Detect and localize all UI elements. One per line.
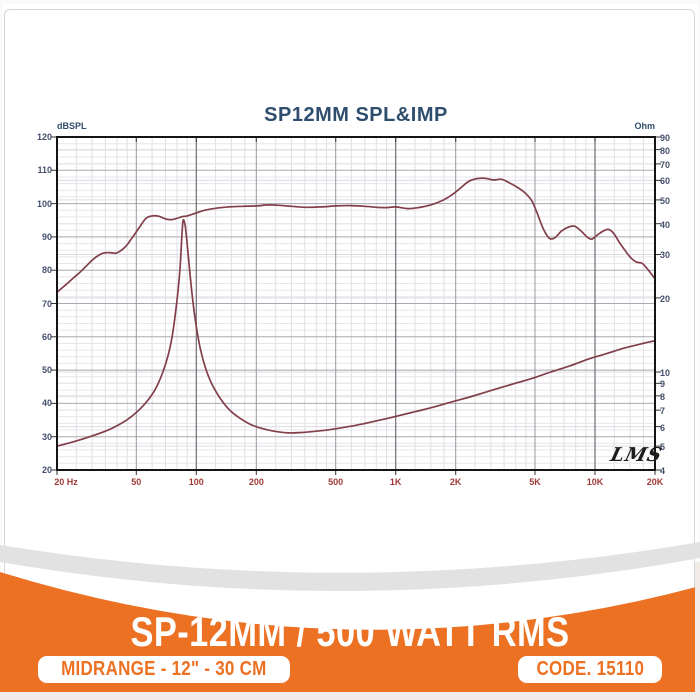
tick-label: 1K [389,477,402,487]
tick-label: 40 [660,219,671,230]
tick-label: 2K [449,477,462,487]
tick-label: 20 [660,293,671,304]
tick-label: 100 [188,477,204,487]
tick-label: 90 [660,133,671,143]
tick-label: 20 Hz [54,477,78,487]
tick-label: 7 [660,406,666,417]
tick-label: 20 [41,465,52,475]
spl-curve [57,177,655,293]
tick-label: 120 [36,132,52,142]
tick-label: 4 [660,466,666,476]
tick-label: 80 [660,145,671,156]
spl-impedance-plot [51,136,661,475]
tick-label: 50 [41,365,52,376]
bottom-edge-strip [0,692,700,700]
midrange-badge-label: MIDRANGE - 12" - 30 CM [61,658,267,680]
tick-label: 80 [41,265,52,276]
tick-label: 200 [248,477,264,487]
tick-label: 500 [328,477,344,487]
right-edge-strip [695,562,700,700]
right-axis-unit-label: Ohm [634,121,655,131]
swoosh-gray-arc [0,542,700,592]
tick-label: 5K [529,477,541,487]
tick-label: 6 [660,422,666,433]
lms-watermark: LMS [608,444,665,466]
tick-label: 50 [131,477,142,487]
tick-label: 70 [660,159,671,170]
banner-title: SP-12MM / 500 WATT RMS [130,608,570,655]
code-badge: CODE. 15110 [518,656,662,683]
tick-label: 30 [660,250,671,261]
code-badge-label: CODE. 15110 [536,658,644,680]
tick-label: 50 [660,195,671,206]
tick-label: 100 [36,198,52,209]
tick-label: 60 [660,176,671,187]
tick-label: 8 [660,391,666,402]
tick-label: 30 [41,431,52,442]
tick-label: 70 [41,298,52,309]
impedance-curve [57,218,655,447]
tick-label: 40 [41,398,52,409]
chart-title: SP12MM SPL&IMP [264,104,448,126]
tick-label: 60 [41,331,52,342]
tick-label: 10K [586,477,604,487]
tick-label: 9 [660,379,666,390]
midrange-badge: MIDRANGE - 12" - 30 CM [38,656,290,683]
tick-label: 20K [646,477,664,487]
tick-label: 10 [660,367,671,378]
tick-label: 110 [37,165,52,176]
plot-border [56,136,656,471]
left-axis-unit-label: dBSPL [57,121,87,131]
tick-label: 90 [41,231,52,242]
tick-label: 5 [660,442,666,453]
